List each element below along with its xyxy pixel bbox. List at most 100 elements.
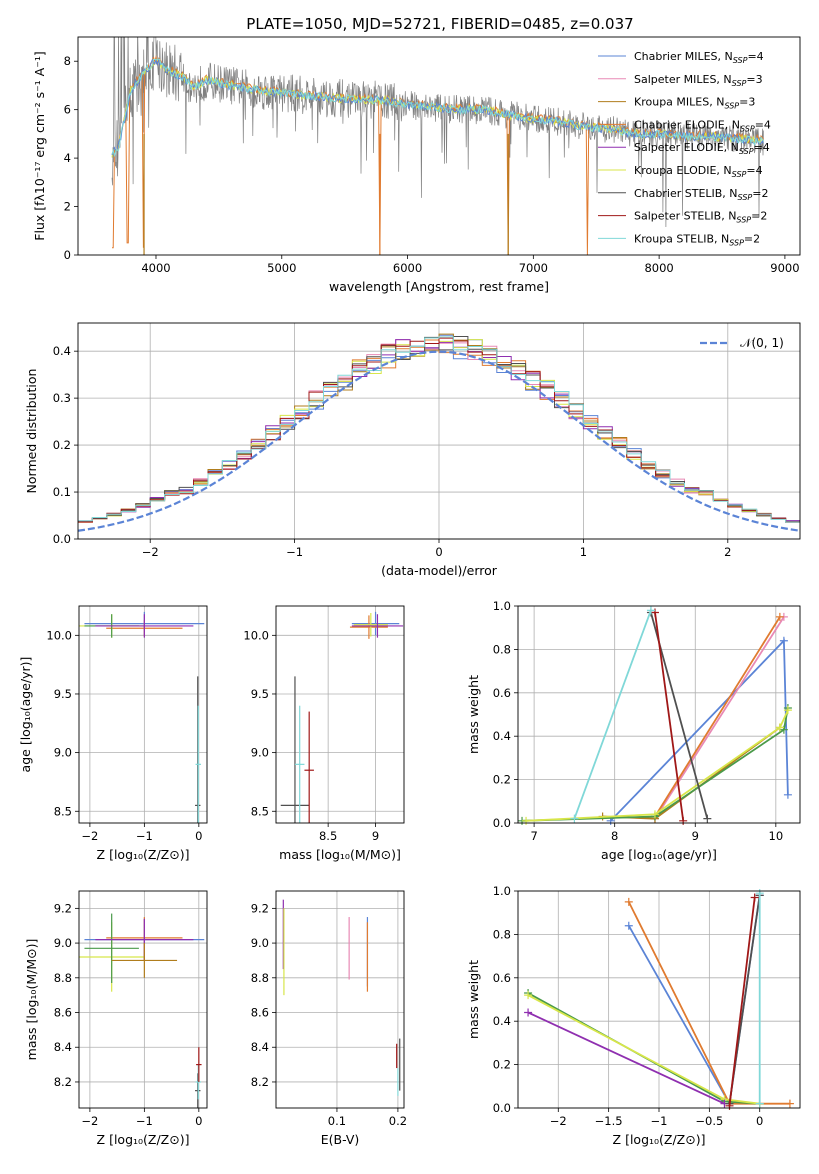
legend-tail: =4 bbox=[746, 164, 762, 177]
weight-marker bbox=[522, 816, 531, 825]
y-tick-label: 8.5 bbox=[251, 804, 269, 818]
figure-title: PLATE=1050, MJD=52721, FIBERID=0485, z=0… bbox=[246, 15, 633, 33]
panel-spectrum: 4000 5000 6000 7000 8000 9000 0 2 4 6 8 wavelength … bbox=[32, 36, 801, 294]
y-tick-label: 8.2 bbox=[251, 1075, 269, 1089]
x-tick-label: 9000 bbox=[770, 261, 799, 275]
weight-marker bbox=[779, 725, 788, 734]
legend-subscript: SSP bbox=[740, 124, 755, 133]
y-tick-label: 8.8 bbox=[251, 971, 269, 985]
legend-text: Kroupa MILES, N bbox=[634, 96, 724, 109]
x-tick-label: 0 bbox=[195, 1114, 202, 1128]
weight-marker bbox=[524, 1008, 533, 1017]
weight-marker bbox=[570, 814, 579, 823]
residual-histogram bbox=[78, 336, 800, 523]
x-tick-label: 2 bbox=[724, 545, 731, 559]
legend-subscript: SSP bbox=[738, 193, 753, 202]
legend-label: Kroupa MILES, NSSP=3 bbox=[634, 96, 755, 111]
x-tick-label: 5000 bbox=[267, 261, 296, 275]
x-tick-label: −2 bbox=[81, 1114, 98, 1128]
y-tick-label: 8.8 bbox=[54, 971, 72, 985]
y-tick-label: 1.0 bbox=[493, 599, 511, 613]
y-axis-label: Normed distribution bbox=[24, 369, 39, 494]
axes-frame bbox=[275, 605, 405, 824]
x-tick-label: −1 bbox=[136, 829, 153, 843]
legend-text: Salpeter MILES, N bbox=[634, 73, 732, 86]
y-tick-label: 8.5 bbox=[54, 804, 72, 818]
x-tick-label: 0.2 bbox=[389, 1114, 407, 1128]
y-tick-label: 0.3 bbox=[53, 391, 71, 405]
y-tick-label: 0.4 bbox=[53, 344, 71, 358]
weight-line bbox=[527, 1011, 725, 1105]
weight-marker bbox=[755, 889, 764, 898]
x-axis-label: mass [log₁₀(M/M⊙)] bbox=[279, 847, 401, 862]
y-tick-label: 0.2 bbox=[493, 773, 511, 787]
weight-marker bbox=[524, 991, 533, 1000]
y-tick-label: 9.0 bbox=[251, 746, 269, 760]
y-tick-label: 10.0 bbox=[243, 628, 269, 642]
legend-text: Kroupa STELIB, N bbox=[634, 232, 729, 245]
x-axis-label: Z [log₁₀(Z/Z⊙)] bbox=[97, 847, 190, 862]
y-tick-label: 8.6 bbox=[251, 1006, 269, 1020]
x-axis-label: wavelength [Angstrom, rest frame] bbox=[329, 279, 549, 294]
weight-marker bbox=[785, 1099, 794, 1108]
axes-frame bbox=[77, 36, 801, 256]
y-tick-label: 9.5 bbox=[251, 687, 269, 701]
panel-weight_vs_age: 7 8 9 10 0.0 0.2 0.4 0.6 0.8 1.0 age [log₁₀(age/yr… bbox=[466, 599, 801, 862]
x-tick-label: −1 bbox=[651, 1114, 668, 1128]
axes-frame bbox=[517, 890, 801, 1109]
legend-text: Salpeter STELIB, N bbox=[634, 210, 736, 223]
y-tick-label: 8.4 bbox=[54, 1040, 72, 1054]
legend-label: 𝒩(0, 1) bbox=[740, 336, 784, 350]
legend-tail: =3 bbox=[746, 73, 762, 86]
x-tick-label: 7000 bbox=[519, 261, 548, 275]
weight-marker bbox=[725, 1101, 734, 1110]
weight-marker bbox=[755, 1099, 764, 1108]
legend-label: Salpeter STELIB, NSSP=2 bbox=[634, 210, 767, 225]
legend-label: Chabrier STELIB, NSSP=2 bbox=[634, 187, 768, 202]
plot-area bbox=[280, 611, 404, 823]
weight-marker bbox=[679, 816, 688, 825]
plot-area bbox=[79, 913, 205, 1108]
x-axis-label: E(B-V) bbox=[321, 1132, 360, 1147]
x-tick-label: 10 bbox=[769, 829, 784, 843]
y-axis-label: age [log₁₀(age/yr)] bbox=[18, 657, 33, 773]
y-axis-label: Flux [fλ10⁻¹⁷ erg cm⁻² s⁻¹ A⁻¹] bbox=[32, 51, 47, 240]
x-tick-label: 9 bbox=[692, 829, 699, 843]
plot-area bbox=[79, 611, 205, 823]
legend-subscript: SSP bbox=[733, 56, 748, 65]
x-tick-label: −1 bbox=[286, 545, 303, 559]
weight-marker bbox=[775, 612, 784, 621]
y-tick-label: 2 bbox=[64, 200, 71, 214]
x-tick-label: 6000 bbox=[393, 261, 422, 275]
legend-text: Salpeter ELODIE, N bbox=[634, 141, 739, 154]
x-tick-label: 0.1 bbox=[328, 1114, 346, 1128]
y-tick-label: 9.5 bbox=[54, 687, 72, 701]
x-tick-label: 1 bbox=[580, 545, 587, 559]
y-tick-label: 6 bbox=[64, 103, 71, 117]
legend-subscript: SSP bbox=[729, 238, 744, 247]
weight-line bbox=[602, 726, 781, 820]
y-tick-label: 0.4 bbox=[493, 1014, 511, 1028]
weight-line bbox=[654, 612, 685, 821]
x-tick-label: −2 bbox=[550, 1114, 567, 1128]
weight-line bbox=[526, 709, 789, 822]
x-axis-label: age [log₁₀(age/yr)] bbox=[601, 847, 717, 862]
y-axis-label: mass weight bbox=[466, 675, 481, 754]
y-tick-label: 9.0 bbox=[54, 936, 72, 950]
legend-tail: =3 bbox=[739, 96, 755, 109]
panel-mass_vs_EBV: 0.1 0.2 8.2 8.4 8.6 8.8 9.0 9.2 E(B-V) bbox=[251, 890, 407, 1147]
x-tick-label: 0 bbox=[435, 545, 442, 559]
y-tick-label: 0.4 bbox=[493, 729, 511, 743]
legend-subscript: SSP bbox=[739, 147, 754, 156]
y-tick-label: 0.6 bbox=[493, 971, 511, 985]
weight-marker bbox=[779, 636, 788, 645]
y-tick-label: 10.0 bbox=[46, 628, 72, 642]
panel-age_vs_Z: −2 −1 0 8.5 9.0 9.5 10.0 Z [log₁₀(Z/Z⊙)] age [lo… bbox=[18, 605, 208, 862]
legend-text: Chabrier ELODIE, N bbox=[634, 118, 740, 131]
legend-label: Chabrier ELODIE, NSSP=4 bbox=[634, 118, 771, 133]
legend-tail: =4 bbox=[755, 118, 771, 131]
y-tick-label: 0.6 bbox=[493, 686, 511, 700]
legend-tail: =2 bbox=[751, 210, 767, 223]
